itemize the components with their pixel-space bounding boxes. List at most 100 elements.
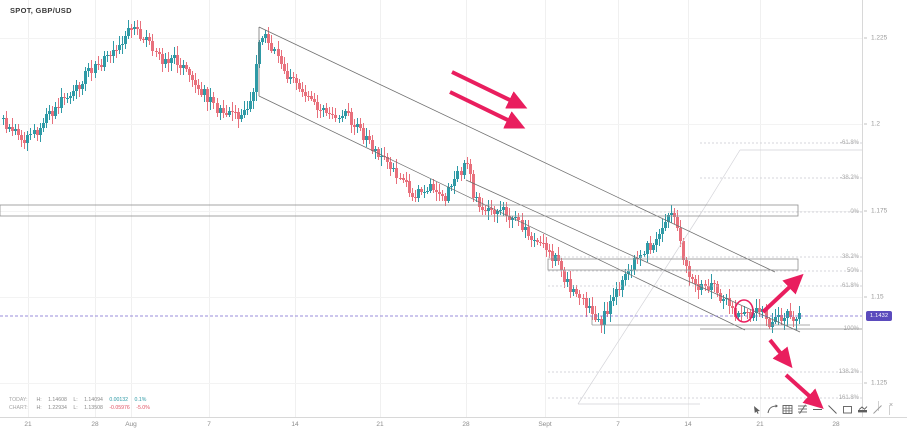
candle-body xyxy=(246,109,249,111)
candle-body xyxy=(627,270,631,274)
candle-wick xyxy=(243,101,245,119)
candle-body xyxy=(337,117,341,119)
supply-zone-rect-upper[interactable] xyxy=(0,204,799,217)
candle-body xyxy=(72,91,76,97)
candle-body xyxy=(554,255,558,261)
candle-body xyxy=(181,64,185,69)
cursor-arrow-icon[interactable] xyxy=(752,404,763,415)
candle-body xyxy=(99,64,103,68)
gridline-vertical xyxy=(760,0,761,417)
candle-body xyxy=(252,92,256,101)
candle-body xyxy=(38,128,42,135)
candle-body xyxy=(145,37,149,40)
price-tick-mark xyxy=(864,123,867,125)
candle-body xyxy=(691,276,695,280)
candle-body xyxy=(358,123,362,129)
descending-trendline[interactable] xyxy=(465,179,801,333)
curve-tool-icon[interactable] xyxy=(767,404,778,415)
candle-wick xyxy=(247,101,248,115)
price-tick-mark xyxy=(864,210,867,212)
candle-body xyxy=(746,311,750,313)
fib-level-label: 0% xyxy=(850,209,859,215)
candle-body xyxy=(133,26,137,29)
gridline-horizontal xyxy=(0,124,862,125)
candle-body xyxy=(541,242,545,244)
time-tick-label: 28 xyxy=(832,421,840,428)
candle-body xyxy=(11,126,15,132)
price-axis[interactable]: 1.225 1.2 1.175 1.15 1.125 -61.8% -38.2% 0% 38.… xyxy=(839,0,907,417)
gridline-vertical xyxy=(618,0,619,417)
candle-body xyxy=(657,234,661,240)
candle-body xyxy=(276,49,280,56)
candle-body xyxy=(371,140,375,151)
candle-body xyxy=(261,38,265,43)
candle-wick xyxy=(426,186,428,194)
candle-body xyxy=(435,189,439,193)
candle-body xyxy=(590,305,594,314)
measure-tool-icon[interactable] xyxy=(857,404,868,415)
candle-body xyxy=(2,117,5,120)
candle-body xyxy=(572,288,576,293)
fib-tool-icon[interactable] xyxy=(797,404,808,415)
candle-body xyxy=(663,222,667,228)
candle-body xyxy=(755,307,759,313)
candle-body xyxy=(203,88,207,96)
time-tick-label: 21 xyxy=(24,421,32,428)
trendline-tool-icon[interactable] xyxy=(827,404,838,415)
highlight-ellipse[interactable] xyxy=(734,299,754,323)
candle-body xyxy=(621,279,625,290)
candle-body xyxy=(331,113,335,116)
candle-body xyxy=(53,106,57,116)
drawing-toolbar[interactable] xyxy=(752,402,892,417)
candle-body xyxy=(340,115,344,118)
gridline-vertical xyxy=(545,0,546,417)
candle-body xyxy=(441,193,445,197)
axis-close-button[interactable]: × xyxy=(889,402,894,409)
chart-plot-area[interactable] xyxy=(0,0,862,417)
candle-body xyxy=(23,140,27,143)
candle-body xyxy=(608,300,612,315)
candle-wick xyxy=(64,92,65,105)
candle-body xyxy=(218,108,222,113)
candle-body xyxy=(41,122,45,129)
rectangle-tool-icon[interactable] xyxy=(842,404,853,415)
candle-body xyxy=(209,96,213,103)
candle-body xyxy=(197,85,201,89)
candle-wick xyxy=(744,305,746,317)
toolbar-separator xyxy=(889,404,890,415)
candle-body xyxy=(267,34,271,43)
diagonal-tool-icon[interactable] xyxy=(872,404,883,415)
candle-body xyxy=(422,191,426,193)
horizontal-line-tool-icon[interactable] xyxy=(812,404,823,415)
candle-body xyxy=(773,316,777,322)
time-axis[interactable]: 21 28 Aug 7 14 21 28 Sept 7 14 21 28 xyxy=(0,417,907,433)
candle-body xyxy=(120,43,124,46)
grid-tool-icon[interactable] xyxy=(782,404,793,415)
candle-body xyxy=(395,167,399,178)
candle-body xyxy=(749,311,753,319)
candle-body xyxy=(532,239,536,242)
resistance-zone-rect-mid[interactable] xyxy=(547,258,799,271)
price-tick-label: 1.15 xyxy=(871,293,884,301)
candle-body xyxy=(221,108,225,114)
candle-body xyxy=(334,115,338,119)
candle-body xyxy=(648,243,652,250)
candle-wick xyxy=(722,295,724,310)
candle-body xyxy=(706,286,710,290)
candle-body xyxy=(206,88,210,103)
candle-body xyxy=(398,177,402,179)
descending-channel[interactable] xyxy=(258,26,776,331)
candle-body xyxy=(297,82,301,89)
candle-body xyxy=(791,317,795,322)
candle-body xyxy=(563,269,567,282)
candle-body xyxy=(279,55,283,64)
candle-body xyxy=(685,260,689,267)
fib-projection-fan xyxy=(577,149,862,405)
candle-body xyxy=(438,192,442,194)
candle-body xyxy=(709,283,713,290)
candle-body xyxy=(770,321,774,327)
candle-body xyxy=(493,209,497,214)
candle-body xyxy=(682,240,686,261)
candle-body xyxy=(108,55,112,57)
